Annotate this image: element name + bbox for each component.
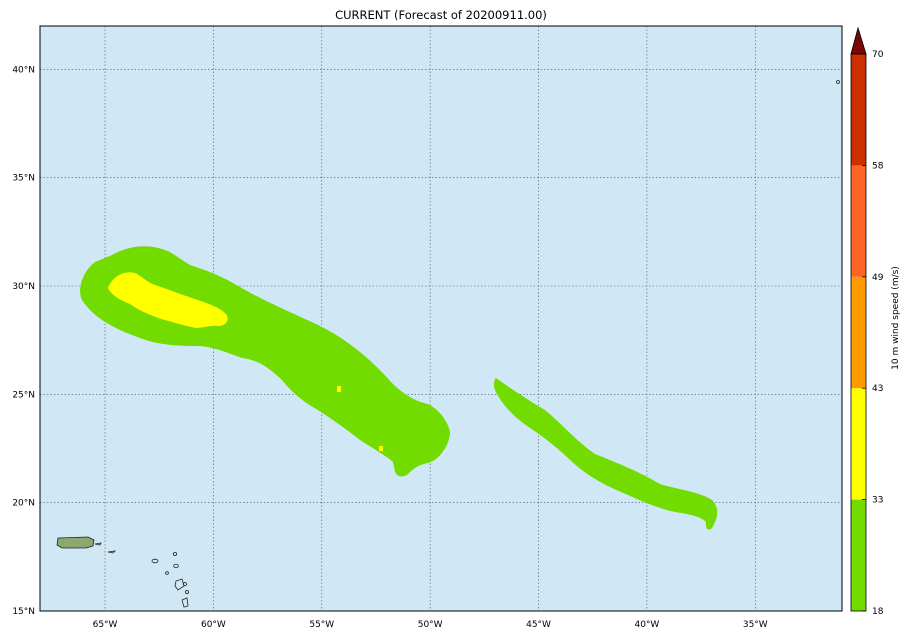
latitude-labels: 15°N 20°N 25°N 30°N 35°N 40°N (12, 65, 35, 617)
longitude-tick-label: 35°W (743, 620, 768, 630)
colorbar-bin (851, 165, 866, 277)
longitude-tick-label: 55°W (309, 620, 334, 630)
wind-swath-paulette-yellow (108, 272, 228, 328)
colorbar-extend-triangle (850, 26, 867, 55)
colorbar-tick-label: 58 (872, 161, 884, 171)
colorbar-tick-label: 18 (872, 607, 884, 617)
longitude-tick-label: 60°W (201, 620, 226, 630)
longitude-labels: 65°W 60°W 55°W 50°W 45°W 40°W 35°W (93, 620, 768, 630)
map-frame (39, 25, 843, 612)
latitude-tick-label: 30°N (12, 282, 35, 292)
colorbar-bin (851, 388, 866, 500)
colorbar: 18 33 43 49 58 70 10 m wind speed (m/s) (850, 26, 901, 617)
latitude-tick-label: 25°N (12, 390, 35, 400)
wind-swath-rene-green (493, 378, 718, 530)
colorbar-tick-label: 43 (872, 384, 883, 394)
gridlines (40, 26, 842, 612)
longitude-tick-label: 40°W (634, 620, 659, 630)
latitude-tick-label: 15°N (12, 607, 35, 617)
puerto-rico-land (56, 536, 95, 549)
wind-swath-yellow-spot (379, 446, 383, 451)
lesser-antilles-islands (107, 80, 840, 608)
wind-swath-yellow-spot (337, 386, 341, 392)
colorbar-frame (850, 53, 867, 612)
vieques-island (94, 542, 102, 546)
colorbar-bin (851, 276, 866, 389)
colorbar-bin (851, 499, 866, 611)
colorbar-tick-label: 33 (872, 496, 883, 506)
longitude-tick-label: 65°W (93, 620, 118, 630)
map-panel (39, 25, 843, 612)
latitude-tick-label: 20°N (12, 499, 35, 509)
longitude-tick-label: 45°W (526, 620, 551, 630)
colorbar-tick-label: 49 (872, 273, 884, 283)
longitude-tick-label: 50°W (418, 620, 443, 630)
colorbar-bin (851, 54, 866, 166)
latitude-tick-label: 40°N (12, 65, 35, 75)
map-title: CURRENT (Forecast of 20200911.00) (335, 8, 547, 22)
latitude-tick-label: 35°N (12, 174, 35, 184)
colorbar-label: 10 m wind speed (m/s) (891, 266, 901, 370)
colorbar-tick-label: 70 (872, 50, 884, 60)
